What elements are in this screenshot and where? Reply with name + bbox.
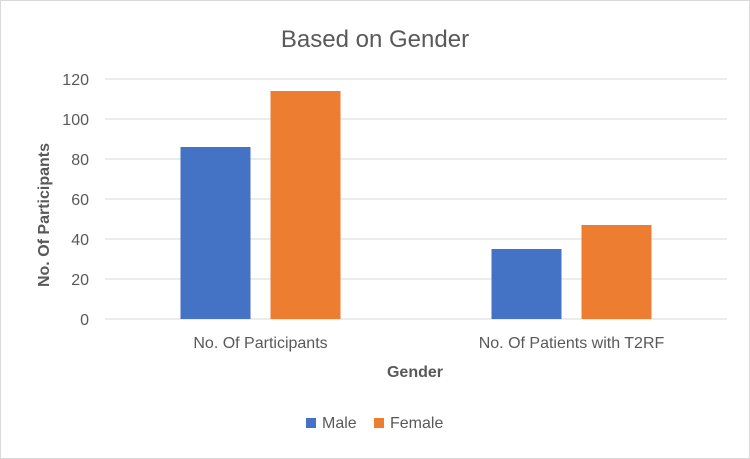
- legend: Male Female: [306, 415, 443, 432]
- legend-label-male: Male: [322, 415, 357, 432]
- y-tick-label: 100: [62, 112, 89, 129]
- category-labels: No. Of Participants No. Of Patients with …: [193, 335, 664, 352]
- legend-swatch-female: [374, 418, 384, 428]
- y-tick-label: 0: [80, 312, 89, 329]
- chart-title: Based on Gender: [281, 26, 469, 53]
- bar-female: [270, 91, 341, 319]
- x-axis-title: Gender: [387, 364, 443, 381]
- bar-male: [180, 147, 251, 319]
- y-tick-labels: 0 20 40 60 80 100 120: [62, 72, 89, 329]
- y-axis-title: No. Of Participants: [36, 143, 53, 287]
- y-tick-label: 120: [62, 72, 89, 89]
- bars: [180, 91, 652, 319]
- legend-swatch-male: [306, 418, 316, 428]
- x-category-label: No. Of Patients with T2RF: [479, 335, 665, 352]
- x-category-label: No. Of Participants: [193, 335, 327, 352]
- y-tick-label: 60: [71, 192, 89, 209]
- y-tick-label: 20: [71, 272, 89, 289]
- y-tick-label: 40: [71, 232, 89, 249]
- legend-label-female: Female: [390, 415, 443, 432]
- bar-male: [491, 249, 562, 319]
- bar-female: [581, 225, 652, 319]
- y-tick-label: 80: [71, 152, 89, 169]
